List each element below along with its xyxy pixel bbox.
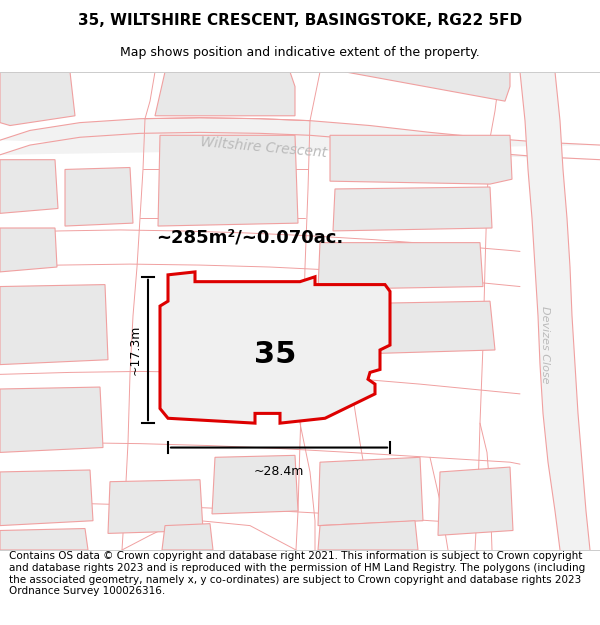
Polygon shape <box>438 467 513 536</box>
Text: 35, WILTSHIRE CRESCENT, BASINGSTOKE, RG22 5FD: 35, WILTSHIRE CRESCENT, BASINGSTOKE, RG2… <box>78 12 522 28</box>
Text: ~285m²/~0.070ac.: ~285m²/~0.070ac. <box>157 229 344 247</box>
Text: Wiltshire Crescent: Wiltshire Crescent <box>200 136 328 161</box>
Polygon shape <box>0 387 103 452</box>
Polygon shape <box>162 524 213 550</box>
Polygon shape <box>160 272 390 423</box>
Text: Map shows position and indicative extent of the property.: Map shows position and indicative extent… <box>120 46 480 59</box>
Polygon shape <box>330 135 512 184</box>
Polygon shape <box>65 168 133 226</box>
Polygon shape <box>318 458 423 526</box>
Polygon shape <box>0 228 57 272</box>
Polygon shape <box>520 72 590 550</box>
Text: ~17.3m: ~17.3m <box>128 325 142 375</box>
Polygon shape <box>212 456 298 514</box>
Text: Contains OS data © Crown copyright and database right 2021. This information is : Contains OS data © Crown copyright and d… <box>9 551 585 596</box>
Polygon shape <box>155 72 295 116</box>
Text: Devizes Close: Devizes Close <box>540 306 550 384</box>
Polygon shape <box>158 135 298 226</box>
Polygon shape <box>0 118 600 160</box>
Polygon shape <box>0 470 93 526</box>
Polygon shape <box>333 187 492 231</box>
Text: ~28.4m: ~28.4m <box>254 465 304 478</box>
Polygon shape <box>345 72 510 101</box>
Polygon shape <box>108 480 203 533</box>
Polygon shape <box>328 301 495 355</box>
Polygon shape <box>0 529 88 550</box>
Polygon shape <box>318 242 483 289</box>
Polygon shape <box>0 284 108 364</box>
Polygon shape <box>318 521 418 550</box>
Text: 35: 35 <box>254 341 296 369</box>
Polygon shape <box>0 72 75 126</box>
Polygon shape <box>0 160 58 213</box>
